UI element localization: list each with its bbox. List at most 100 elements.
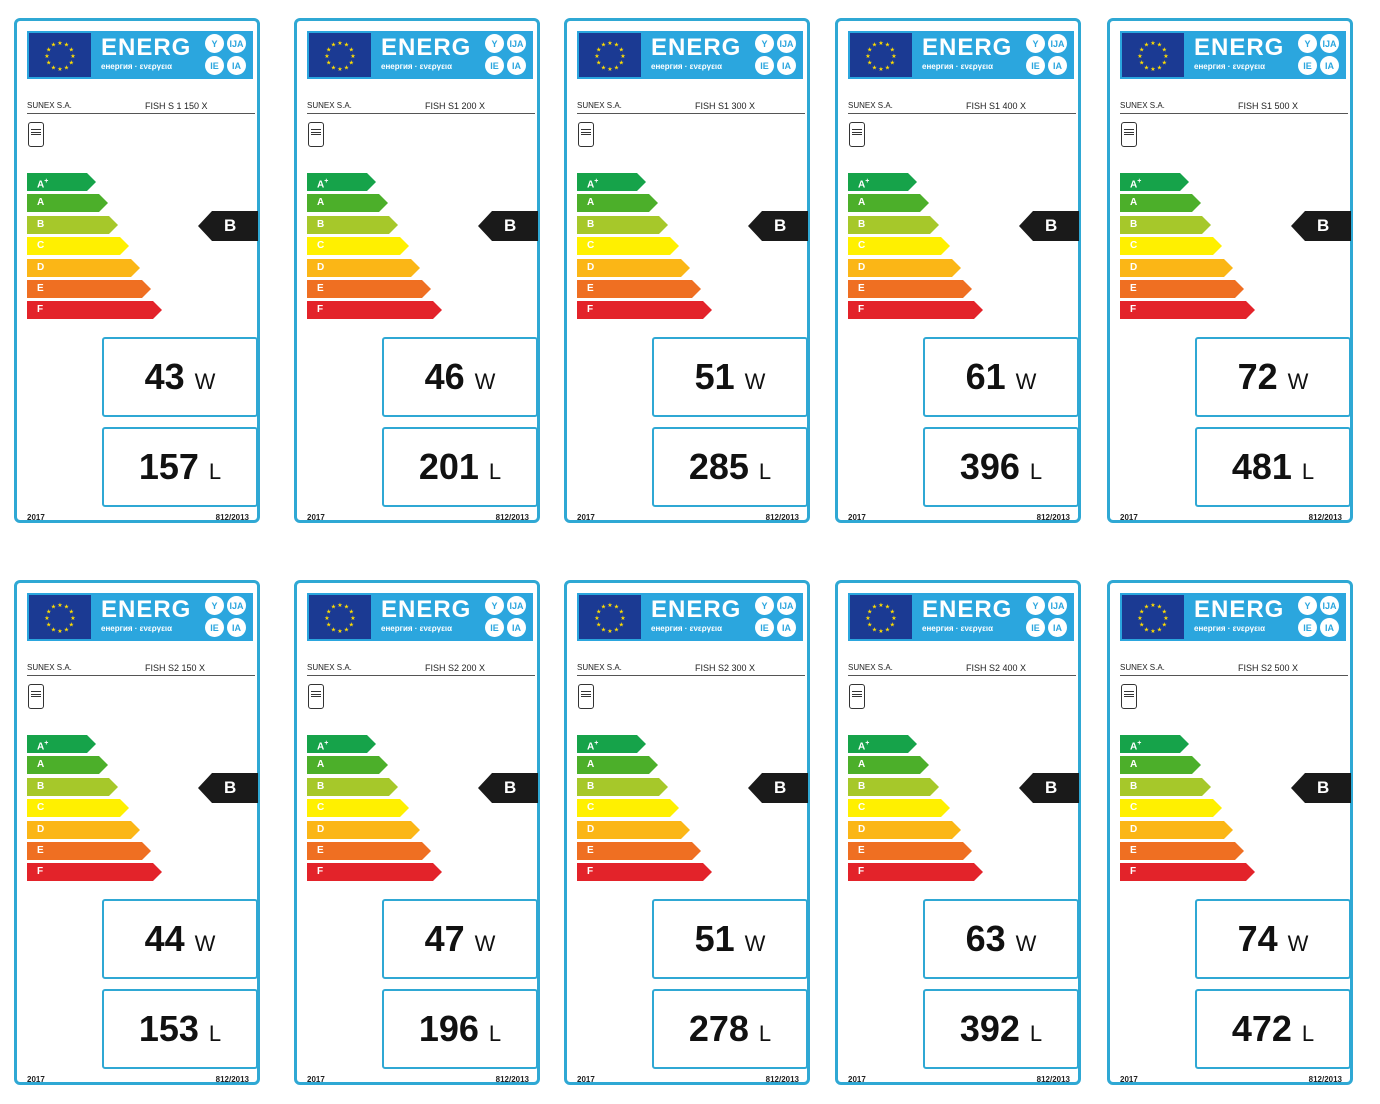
scale-letter: F [587, 866, 594, 878]
efficiency-rating-arrow: B [198, 211, 258, 241]
efficiency-scale: A+ A B C D E F [848, 735, 983, 885]
scale-letter: B [317, 218, 325, 230]
eu-star-icon: ★ [607, 602, 612, 609]
eu-star-icon: ★ [867, 609, 872, 616]
eu-star-icon: ★ [596, 622, 601, 629]
energy-title-block: ENERG енергия · ενεργεια Y IJA IE IA [914, 31, 1074, 79]
eu-star-icon: ★ [324, 615, 329, 622]
scale-letter: D [317, 261, 325, 273]
standing-loss-value: 63 [965, 918, 1006, 959]
language-badge: IE [485, 56, 504, 75]
scale-superscript: + [594, 740, 599, 747]
scale-letter: A [37, 759, 45, 771]
language-badge: IJA [1320, 596, 1339, 615]
energy-word: ENERG [651, 34, 742, 61]
standing-loss-value: 61 [965, 356, 1006, 397]
scale-bar-e: E [307, 279, 431, 298]
scale-bar-f: F [27, 863, 162, 882]
scale-bar-a: A [1120, 194, 1201, 213]
scale-letter: A [1130, 759, 1138, 771]
eu-star-icon: ★ [619, 622, 624, 629]
standing-loss-unit: W [1015, 369, 1037, 394]
language-badge: IJA [1048, 34, 1067, 53]
label-year: 2017 [27, 513, 45, 522]
supplier-name: SUNEX S.A. [27, 663, 72, 672]
label-header: ★ ★ ★ ★ ★ ★ ★ ★ ★ ★ ★ ★ ENERG енергия · ενεργεια Y … [307, 593, 533, 641]
standing-loss-value: 51 [694, 918, 735, 959]
scale-bar-c: C [1120, 237, 1222, 256]
eu-star-icon: ★ [594, 53, 599, 60]
eu-star-icon: ★ [596, 609, 601, 616]
scale-bar-f: F [577, 301, 712, 320]
regulation-number: 812/2013 [495, 1075, 529, 1084]
supplier-name: SUNEX S.A. [27, 101, 72, 110]
scale-letter: F [37, 866, 44, 878]
scale-bar-c: C [848, 799, 950, 818]
supplier-name: SUNEX S.A. [1120, 101, 1165, 110]
scale-letter: C [317, 802, 325, 814]
scale-superscript: + [865, 178, 870, 185]
label-year: 2017 [577, 513, 595, 522]
eu-star-icon: ★ [867, 60, 872, 67]
scale-superscript: + [1137, 740, 1142, 747]
energy-subtitle: енергия · ενεργεια [101, 624, 173, 633]
eu-star-icon: ★ [349, 609, 354, 616]
eu-star-icon: ★ [867, 47, 872, 54]
scale-letter: B [37, 218, 45, 230]
scale-bar-e: E [848, 279, 972, 298]
regulation-number: 812/2013 [1036, 513, 1070, 522]
scale-letter: D [37, 261, 45, 273]
supplier-name: SUNEX S.A. [848, 101, 893, 110]
divider [1120, 113, 1348, 114]
eu-flag-icon: ★ ★ ★ ★ ★ ★ ★ ★ ★ ★ ★ ★ [29, 595, 91, 639]
standing-loss-unit: W [474, 931, 496, 956]
standing-loss-value: 72 [1237, 356, 1278, 397]
scale-letter: A [317, 197, 325, 209]
eu-star-icon: ★ [620, 615, 625, 622]
eu-star-icon: ★ [601, 626, 606, 633]
supplier-name: SUNEX S.A. [577, 101, 622, 110]
language-badge: IJA [227, 596, 246, 615]
scale-letter: C [37, 240, 45, 252]
scale-letter: F [317, 304, 324, 316]
eu-star-icon: ★ [344, 604, 349, 611]
efficiency-scale: A+ A B C D E F [577, 173, 712, 323]
standing-loss-box: 51 W [652, 337, 808, 417]
eu-star-icon: ★ [878, 628, 883, 635]
regulation-number: 812/2013 [765, 513, 799, 522]
efficiency-scale: A+ A B C D E F [577, 735, 712, 885]
scale-letter: C [317, 240, 325, 252]
eu-star-icon: ★ [46, 47, 51, 54]
language-badge: IA [507, 56, 526, 75]
divider [848, 675, 1076, 676]
scale-bar-e: E [848, 841, 972, 860]
eu-star-icon: ★ [885, 626, 890, 633]
eu-star-icon: ★ [69, 60, 74, 67]
eu-flag-icon: ★ ★ ★ ★ ★ ★ ★ ★ ★ ★ ★ ★ [579, 33, 641, 77]
eu-star-icon: ★ [619, 60, 624, 67]
label-header: ★ ★ ★ ★ ★ ★ ★ ★ ★ ★ ★ ★ ENERG енергия · ενεργεια Y … [1120, 31, 1346, 79]
language-badges: Y IJA IE IA [485, 33, 529, 77]
energy-word: ENERG [101, 34, 192, 61]
efficiency-rating-arrow: B [478, 773, 538, 803]
scale-letter: D [1130, 823, 1138, 835]
efficiency-rating-arrow: B [1019, 773, 1079, 803]
energy-word: ENERG [1194, 596, 1285, 623]
scale-letter: D [1130, 261, 1138, 273]
eu-star-icon: ★ [326, 60, 331, 67]
scale-bar-aplus: A+ [848, 173, 917, 191]
model-name: FISH S2 400 X [966, 663, 1027, 673]
eu-star-icon: ★ [865, 53, 870, 60]
eu-star-icon: ★ [69, 609, 74, 616]
storage-volume-value: 201 [418, 446, 479, 487]
language-badge: Y [755, 34, 774, 53]
energy-subtitle: енергия · ενεργεια [922, 62, 994, 71]
scale-letter: B [858, 218, 866, 230]
water-tank-icon [28, 684, 44, 709]
scale-bar-a: A [577, 194, 658, 213]
scale-letter: A [587, 741, 595, 753]
storage-volume-box: 196 L [382, 989, 538, 1069]
eu-star-icon: ★ [69, 622, 74, 629]
scale-superscript: + [44, 178, 49, 185]
standing-loss-unit: W [1287, 369, 1309, 394]
